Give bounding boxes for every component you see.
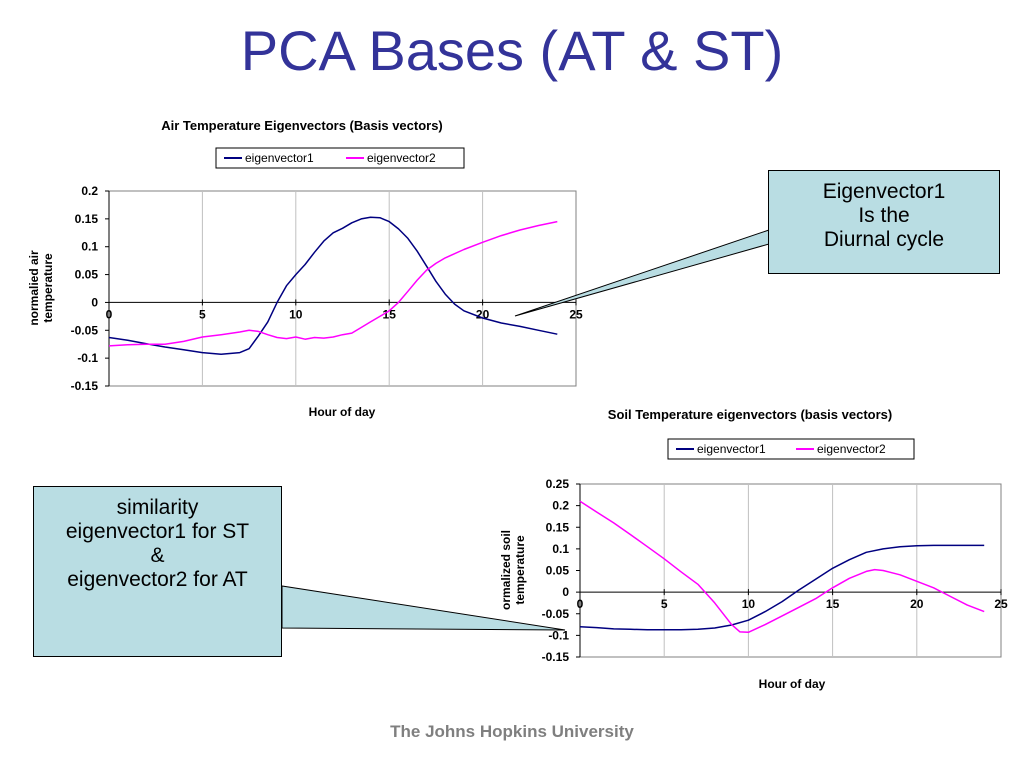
y-tick-labels: 0.25 0.2 0.15 0.1 0.05 0 -0.05 -0.1 -0.1… [542, 477, 570, 664]
slide-title: PCA Bases (AT & ST) [240, 19, 784, 82]
series-line-eigenvector1 [579, 544, 985, 631]
y-tick-label: -0.1 [77, 351, 98, 365]
x-tick-label: 15 [383, 307, 397, 321]
legend-label-eigenvector1: eigenvector1 [245, 151, 314, 165]
x-tick-label: 15 [826, 597, 840, 611]
x-tick-label: 0 [106, 307, 113, 321]
callout-line: Is the [858, 204, 910, 227]
series-line-eigenvector2 [108, 220, 558, 347]
legend-label-eigenvector1: eigenvector1 [697, 442, 766, 456]
zero-axis [576, 483, 1002, 658]
callout-line: similarity [116, 496, 199, 519]
y-tick-label: 0.2 [552, 499, 569, 513]
x-tick-label: 20 [476, 307, 490, 321]
zero-axis [105, 190, 577, 387]
chart-title: Air Temperature Eigenvectors (Basis vect… [161, 118, 443, 133]
x-tick-labels: 0 5 10 15 20 25 [577, 597, 1008, 611]
y-tick-label: 0.05 [75, 268, 99, 282]
x-tick-labels: 0 5 10 15 20 25 [106, 307, 583, 321]
series-lines [108, 216, 558, 355]
legend-label-eigenvector2: eigenvector2 [367, 151, 436, 165]
y-axis-label-line2: temperature [41, 253, 55, 323]
y-tick-label: -0.15 [71, 379, 99, 393]
x-tick-label: 10 [742, 597, 756, 611]
x-tick-label: 25 [569, 307, 583, 321]
plot-area [579, 483, 1002, 658]
x-tick-label: 5 [661, 597, 668, 611]
legend-label-eigenvector2: eigenvector2 [817, 442, 886, 456]
callout-line: Eigenvector1 [822, 180, 946, 203]
chart-title: Soil Temperature eigenvectors (basis vec… [608, 407, 892, 422]
y-axis-label-line1: normalied air [27, 250, 41, 326]
x-axis-label: Hour of day [759, 677, 826, 691]
callout-line: Diurnal cycle [823, 228, 945, 251]
x-tick-label: 0 [577, 597, 584, 611]
callout-line: eigenvector2 for AT [67, 568, 248, 591]
x-tick-label: 25 [994, 597, 1008, 611]
series-lines [579, 500, 985, 634]
callout-pointer-similarity [281, 585, 566, 631]
x-axis-label: Hour of day [309, 405, 376, 419]
callout-line: & [150, 544, 165, 567]
y-axis-label-line1: ormalized soil [499, 530, 513, 610]
legend-box [215, 147, 465, 169]
series-line-eigenvector1 [108, 216, 558, 355]
y-tick-label: -0.05 [542, 607, 570, 621]
callout-similarity: similarity eigenvector1 for ST & eigenve… [33, 486, 282, 657]
y-tick-label: -0.1 [548, 628, 569, 642]
y-tick-labels: 0.2 0.15 0.1 0.05 0 -0.05 -0.1 -0.15 [71, 184, 99, 393]
x-tick-label: 10 [289, 307, 303, 321]
x-tick-label: 5 [199, 307, 206, 321]
legend: eigenvector1 eigenvector2 [667, 438, 915, 460]
series-line-eigenvector2 [579, 500, 985, 634]
y-tick-label: 0.25 [546, 477, 570, 491]
gridlines [201, 191, 484, 386]
y-tick-label: 0 [91, 295, 98, 309]
footer: The Johns Hopkins University [390, 722, 634, 741]
y-tick-label: 0.2 [81, 184, 98, 198]
plot-area [108, 190, 577, 387]
legend-box [667, 438, 915, 460]
x-tick-label: 20 [910, 597, 924, 611]
legend: eigenvector1 eigenvector2 [215, 147, 465, 169]
y-tick-label: 0.1 [552, 542, 569, 556]
callout-line: eigenvector1 for ST [65, 520, 250, 543]
callout-pointer-diurnal [514, 229, 770, 317]
y-tick-label: 0.15 [546, 520, 570, 534]
y-tick-label: 0.15 [75, 212, 99, 226]
y-tick-label: -0.05 [71, 323, 99, 337]
callout-diurnal: Eigenvector1 Is the Diurnal cycle [768, 170, 1000, 274]
y-tick-label: -0.15 [542, 650, 570, 664]
y-axis-label-line2: temperature [513, 535, 527, 605]
y-tick-label: 0.05 [546, 564, 570, 578]
y-tick-label: 0.1 [81, 240, 98, 254]
gridlines [663, 484, 918, 657]
y-tick-label: 0 [562, 585, 569, 599]
